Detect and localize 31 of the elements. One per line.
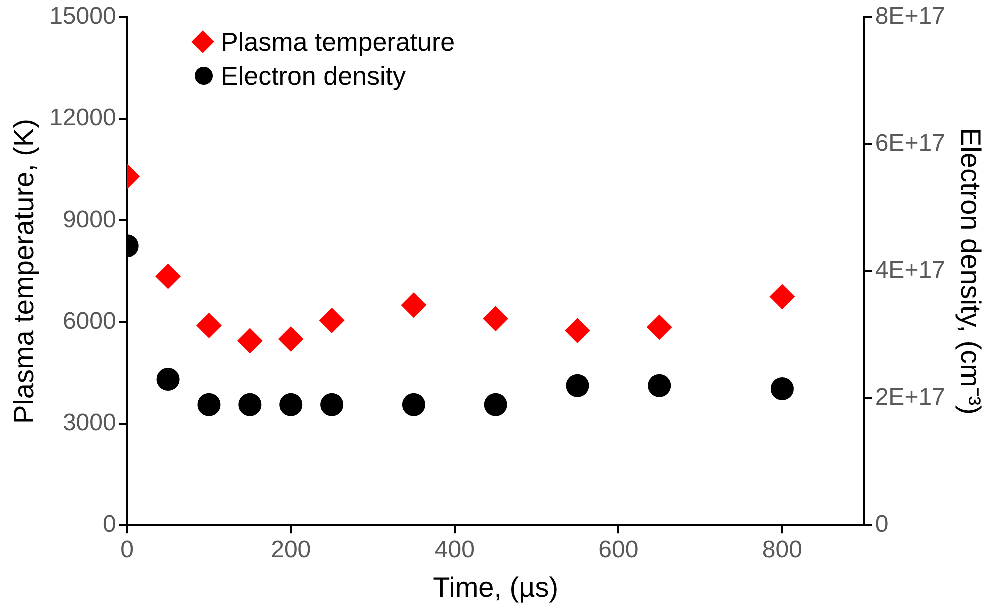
x-tick-label: 400 xyxy=(434,536,475,564)
y-tick-label: 6000 xyxy=(62,308,116,335)
y-axis-title: Plasma temperature, (K) xyxy=(8,119,40,424)
y2-tick-label: 6E+17 xyxy=(875,130,946,158)
y-tick-label: 12000 xyxy=(50,104,116,132)
point xyxy=(565,318,590,344)
y2-axis-title: Electron density, (cm⁻³) xyxy=(955,128,986,415)
legend-label: Plasma temperature xyxy=(221,26,456,59)
x-tick-label: 600 xyxy=(598,536,639,564)
point xyxy=(770,284,795,310)
point xyxy=(483,306,508,332)
point xyxy=(196,313,222,338)
point xyxy=(278,326,304,352)
point xyxy=(647,314,672,340)
point xyxy=(320,308,345,334)
legend-label: Electron density xyxy=(221,60,406,93)
point xyxy=(238,328,263,354)
x-tick-label: 0 xyxy=(120,536,134,564)
x-tick-label: 800 xyxy=(762,536,802,564)
y-tick-label: 0 xyxy=(102,511,116,538)
point xyxy=(401,292,426,318)
y2-tick-label: 4E+17 xyxy=(875,257,946,284)
point xyxy=(156,264,181,290)
y-tick-label: 3000 xyxy=(62,410,116,437)
y2-tick-label: 8E+17 xyxy=(875,3,946,30)
y-tick-label: 9000 xyxy=(62,206,116,234)
x-tick-label: 200 xyxy=(271,536,312,564)
y2-tick-label: 2E+17 xyxy=(875,384,946,412)
y2-tick-label: 0 xyxy=(875,511,889,538)
x-axis-title: Time, (µs) xyxy=(433,572,559,603)
y-tick-label: 15000 xyxy=(50,3,116,30)
